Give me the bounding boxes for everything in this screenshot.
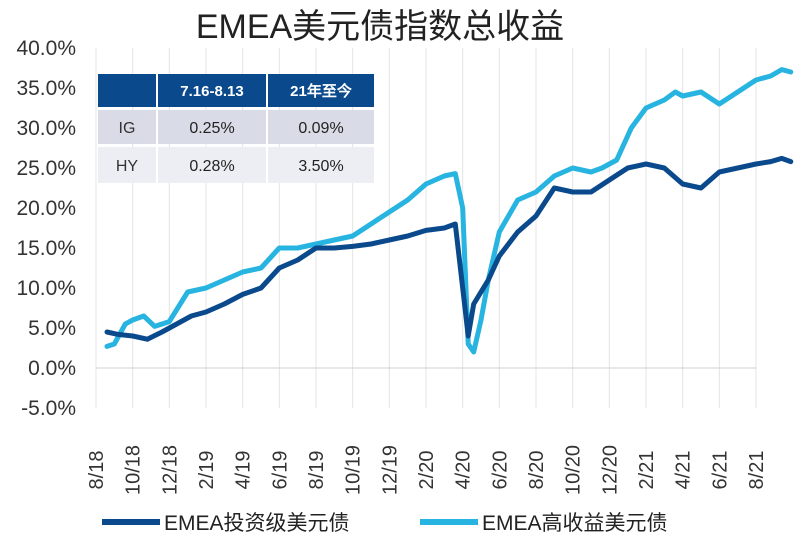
- grid: [95, 48, 757, 408]
- x-tick-label: 8/21: [746, 451, 768, 490]
- x-tick-label: 10/19: [343, 445, 365, 495]
- table-header-cell-ytd: [268, 74, 374, 107]
- y-tick-label: 30.0%: [16, 117, 76, 140]
- x-tick-label: 10/20: [563, 445, 585, 495]
- x-tick-label: 2/19: [196, 451, 218, 490]
- y-tick-label: 35.0%: [16, 77, 76, 100]
- y-tick-label: 25.0%: [16, 157, 76, 180]
- stats-table: 7.16-8.13 21年至今 IG 0.25% 0.09% HY 0.28% …: [98, 74, 374, 183]
- x-tick-label: 4/20: [453, 451, 475, 490]
- x-tick-label: 12/20: [599, 445, 621, 495]
- x-tick-label: 8/20: [526, 451, 548, 490]
- x-tick-label: 8/19: [306, 451, 328, 490]
- legend-label-ig: EMEA投资级美元债: [164, 512, 350, 535]
- table-cell-ig-label: [98, 110, 156, 144]
- table-row-ig-ytd: 0.09%: [298, 120, 343, 137]
- series-lines: [104, 67, 794, 355]
- table-cell-hy-label: [98, 147, 156, 183]
- table-cell-hy-ytd: [268, 147, 374, 183]
- x-tick-label: 2/20: [416, 451, 438, 490]
- x-tick-label: 12/19: [379, 445, 401, 495]
- x-tick-label: 6/20: [489, 451, 511, 490]
- table-header-ytd: 21年至今: [290, 82, 352, 100]
- legend-label-hy: EMEA高收益美元债: [482, 512, 668, 535]
- table-cell-ig-ytd: [268, 110, 374, 144]
- table-header-cell-empty: [98, 74, 156, 107]
- x-tick-label: 6/21: [709, 451, 731, 490]
- y-tick-label: 0.0%: [28, 357, 76, 380]
- x-tick-label: 4/19: [233, 451, 255, 490]
- table-row-ig-label: IG: [119, 120, 136, 137]
- table-row-hy-period: 0.28%: [189, 158, 234, 175]
- x-tick-label: 8/18: [86, 451, 108, 490]
- table-cell-hy-period: [158, 147, 266, 183]
- x-axis: 8/18 10/18 12/18 2/19 4/19 6/19 8/19 10/19 12/19…: [86, 445, 768, 495]
- y-tick-label: 20.0%: [16, 197, 76, 220]
- table-header-period: 7.16-8.13: [180, 83, 243, 100]
- x-tick-label: 6/19: [269, 451, 291, 490]
- y-tick-label: 10.0%: [16, 277, 76, 300]
- legend: EMEA投资级美元债 EMEA高收益美元债: [102, 512, 668, 535]
- y-tick-label: 15.0%: [16, 237, 76, 260]
- series-line-ig: [104, 155, 794, 342]
- series-line-hy: [104, 67, 794, 355]
- table-row-ig-period: 0.25%: [189, 120, 234, 137]
- y-tick-label: 40.0%: [16, 37, 76, 60]
- y-tick-label: -5.0%: [21, 397, 76, 420]
- x-tick-label: 4/21: [673, 451, 695, 490]
- table-row-hy-label: HY: [116, 158, 139, 175]
- x-tick-label: 12/18: [159, 445, 181, 495]
- table-header-cell-period: [158, 74, 266, 107]
- y-tick-label: 5.0%: [28, 317, 76, 340]
- table-row-hy-ytd: 3.50%: [298, 158, 343, 175]
- x-tick-label: 10/18: [123, 445, 145, 495]
- chart-title: EMEA美元债指数总收益: [196, 8, 564, 46]
- x-tick-label: 2/21: [636, 451, 658, 490]
- table-cell-ig-period: [158, 110, 266, 144]
- y-axis: 40.0% 35.0% 30.0% 25.0% 20.0% 15.0% 10.0% 5.0% 0…: [16, 37, 76, 420]
